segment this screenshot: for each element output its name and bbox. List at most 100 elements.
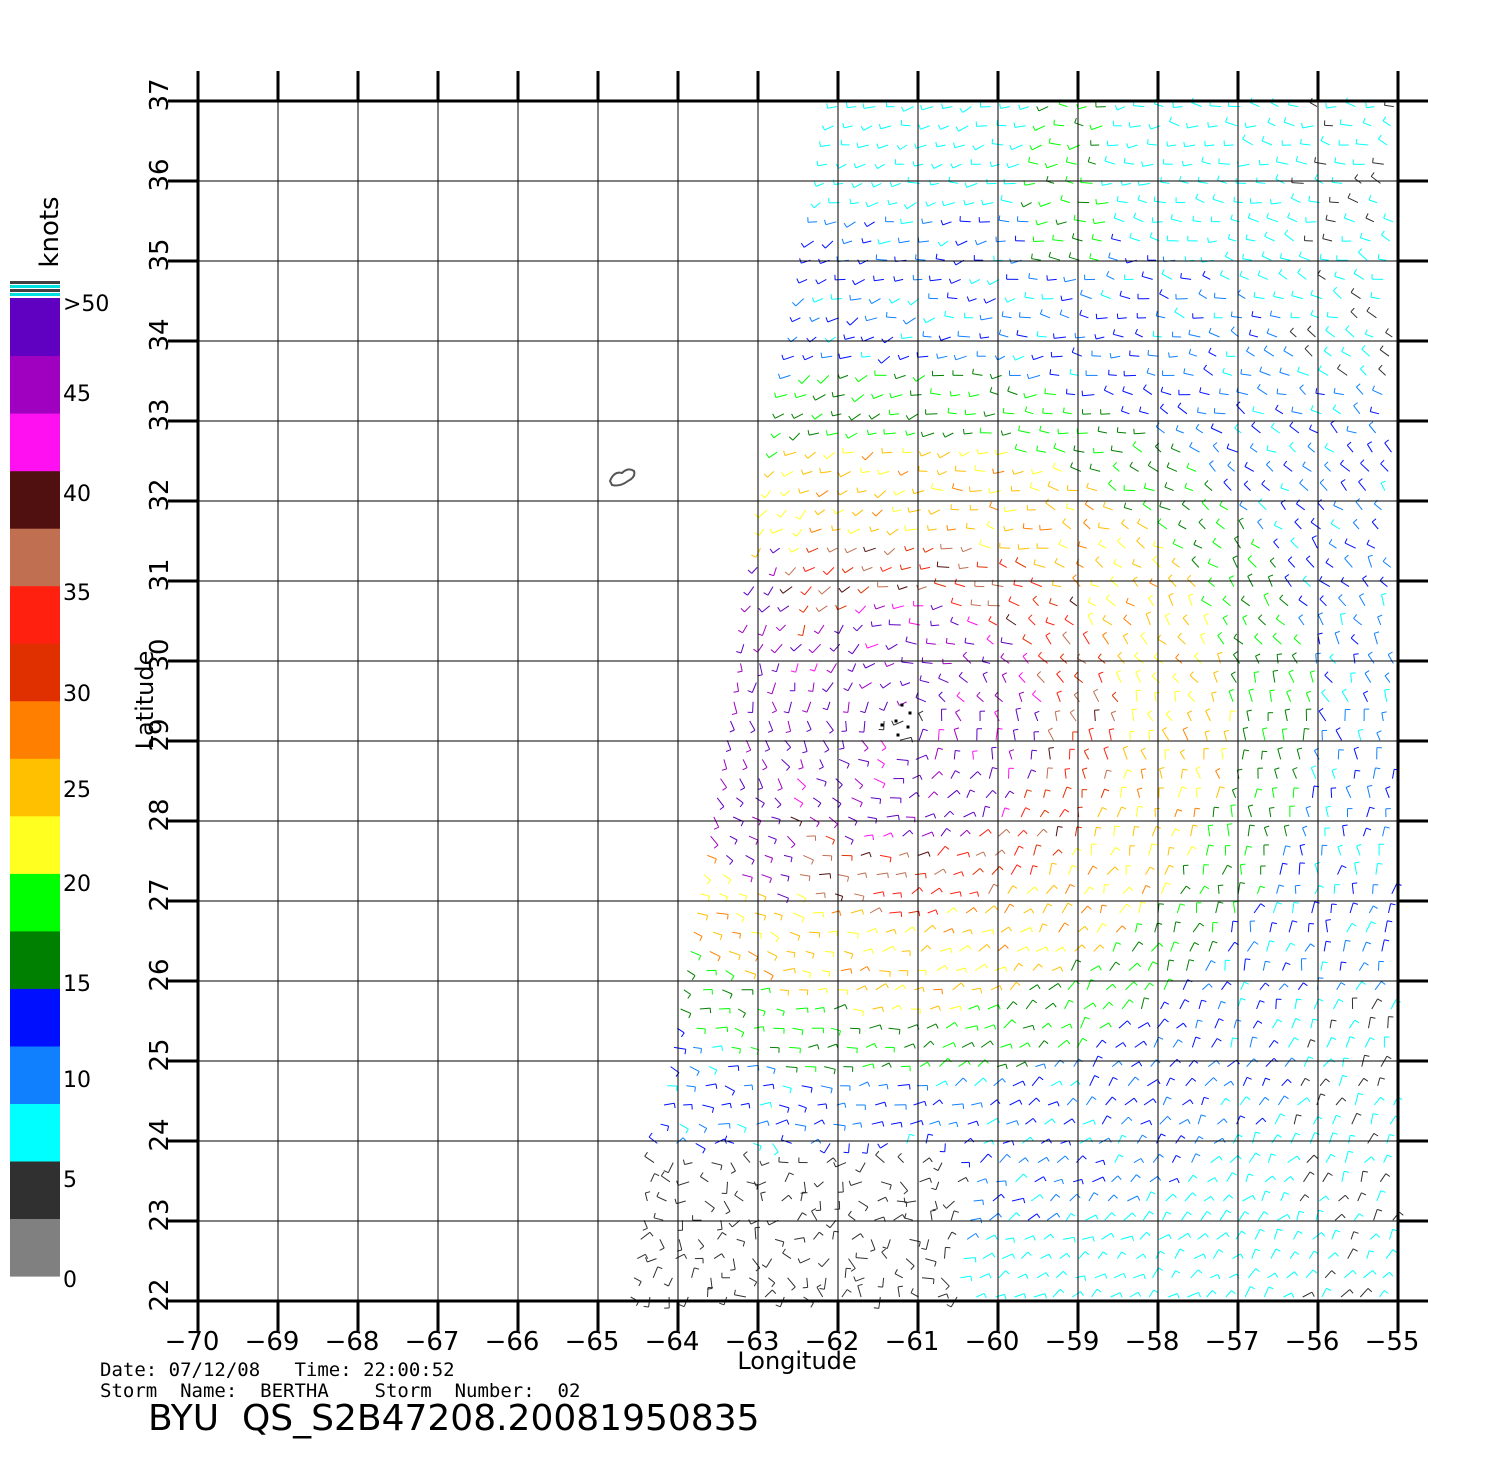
wind-vector-barb <box>822 707 828 711</box>
wind-vector-barb <box>1364 1054 1370 1057</box>
wind-vector-barb <box>1254 671 1260 673</box>
wind-vector <box>783 854 793 858</box>
wind-vector <box>1062 634 1071 645</box>
wind-vector-barb <box>1053 443 1057 449</box>
wind-vector <box>1270 1248 1277 1259</box>
wind-vector <box>675 1253 685 1260</box>
wind-vector-barb <box>1239 882 1245 884</box>
wind-vector <box>1063 1118 1073 1125</box>
wind-vector-barb <box>1055 1193 1061 1198</box>
wind-vector-barb <box>967 616 970 622</box>
wind-vector-barb <box>759 1145 762 1151</box>
wind-vector <box>777 778 783 789</box>
wind-vector <box>1006 1120 1018 1125</box>
wind-vector <box>940 125 950 130</box>
wind-vector-barb <box>769 528 773 534</box>
wind-vector-barb <box>1128 122 1131 128</box>
wind-vector <box>1187 1174 1194 1183</box>
wind-vector-barb <box>1177 402 1182 408</box>
wind-vector <box>1254 296 1265 300</box>
wind-vector-barb <box>1064 1155 1069 1161</box>
wind-vector <box>1052 1288 1061 1298</box>
wind-vector <box>1039 430 1050 434</box>
wind-vector <box>1251 1248 1256 1259</box>
wind-vector <box>989 506 998 511</box>
wind-vector <box>1016 946 1028 952</box>
wind-vector <box>1009 1099 1020 1106</box>
wind-vector-barb <box>1381 593 1387 596</box>
wind-vector-barb <box>1212 537 1217 543</box>
wind-vector <box>1124 374 1137 377</box>
wind-vector <box>1131 941 1140 952</box>
wind-vector-barb <box>866 966 871 972</box>
wind-vector <box>1385 332 1393 338</box>
wind-vector <box>839 490 848 496</box>
wind-vector <box>817 1103 827 1106</box>
wind-vector <box>1262 961 1266 971</box>
wind-vector <box>1090 584 1100 588</box>
wind-vector-barb <box>1318 612 1324 616</box>
wind-vector-barb <box>1298 595 1303 601</box>
wind-vector <box>1358 481 1367 491</box>
wind-vector-barb <box>1313 1154 1318 1159</box>
wind-vector <box>1098 543 1107 549</box>
wind-vector-barb <box>1102 614 1106 620</box>
wind-vector <box>1137 199 1147 204</box>
wind-vector <box>1164 615 1171 626</box>
wind-vector-barb <box>1334 1252 1339 1257</box>
wind-vector <box>831 298 843 300</box>
wind-vector <box>851 797 863 804</box>
wind-vector-barb <box>1303 982 1308 987</box>
wind-vector <box>1205 710 1211 722</box>
wind-vector-barb <box>1310 405 1314 411</box>
wind-vector <box>1020 927 1031 933</box>
wind-vector-barb <box>741 1032 745 1038</box>
wind-vector <box>766 1066 776 1070</box>
wind-vector <box>1230 1037 1233 1048</box>
wind-vector <box>1228 1273 1237 1279</box>
wind-vector <box>1270 315 1281 319</box>
wind-vector <box>789 931 800 937</box>
wind-vector <box>1384 442 1392 453</box>
wind-vector-barb <box>1212 940 1218 944</box>
wind-vector-barb <box>1134 1076 1140 1081</box>
wind-vector-barb <box>1325 102 1327 109</box>
wind-vector-barb <box>877 1143 881 1149</box>
wind-vector-barb <box>1387 920 1393 923</box>
wind-vector-barb <box>1215 518 1220 524</box>
wind-vector <box>1184 144 1196 148</box>
wind-vector <box>942 106 953 109</box>
wind-vector-barb <box>1147 460 1152 466</box>
wind-vector-barb <box>1134 651 1139 657</box>
wind-vector <box>1328 1252 1336 1259</box>
longitude-tick-label: −69 <box>245 1327 300 1357</box>
wind-vector-barb <box>865 643 868 649</box>
wind-vector <box>930 278 942 282</box>
wind-vector <box>1341 350 1351 357</box>
wind-vector-barb <box>1310 1039 1316 1042</box>
wind-vector-barb <box>736 651 742 654</box>
wind-vector <box>901 221 914 225</box>
wind-vector-barb <box>1252 1036 1258 1039</box>
wind-vector-barb <box>826 669 832 674</box>
wind-vector-barb <box>1269 310 1272 316</box>
wind-vector <box>794 1237 805 1240</box>
wind-vector <box>1307 1039 1311 1048</box>
wind-vector-barb <box>1120 406 1124 412</box>
wind-vector <box>1222 372 1233 376</box>
wind-vector <box>1078 1251 1086 1259</box>
wind-vector-barb <box>1263 345 1268 351</box>
wind-vector <box>1206 1290 1213 1298</box>
wind-vector <box>938 695 946 703</box>
wind-vector-barb <box>1069 368 1072 374</box>
wind-vector-barb <box>1172 1193 1177 1199</box>
wind-vector-barb <box>846 321 851 326</box>
wind-vector <box>1292 902 1295 914</box>
wind-vector <box>693 931 703 937</box>
wind-vector <box>1325 1154 1332 1163</box>
wind-vector-barb <box>1069 1023 1073 1029</box>
wind-vector-barb <box>1349 1036 1355 1039</box>
wind-vector-barb <box>751 859 755 865</box>
wind-vector <box>982 673 988 683</box>
wind-vector <box>827 1043 837 1048</box>
